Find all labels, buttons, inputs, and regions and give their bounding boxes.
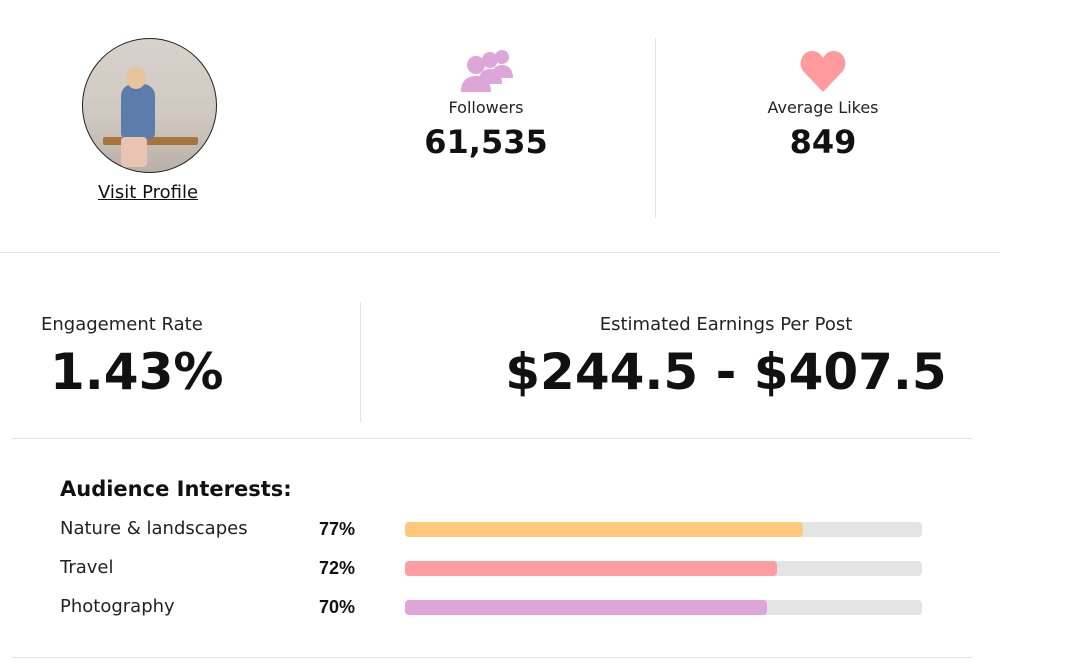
earnings-value: $244.5 - $407.5 [505, 343, 947, 401]
followers-stat: Followers 61,535 [386, 48, 586, 161]
followers-label: Followers [448, 98, 524, 117]
divider [655, 38, 656, 218]
interest-name: Nature & landscapes [60, 518, 248, 539]
visit-profile-link[interactable]: Visit Profile [98, 182, 199, 203]
avatar-head [126, 67, 146, 89]
divider [360, 302, 361, 422]
engagement-rate-label: Engagement Rate [41, 314, 203, 335]
divider [12, 438, 972, 439]
interest-bar-track [405, 600, 922, 615]
divider [12, 657, 972, 658]
users-icon [461, 50, 513, 92]
interest-percent: 77% [319, 519, 356, 539]
interest-row: Nature & landscapes 77% [60, 518, 930, 542]
earnings-label: Estimated Earnings Per Post [599, 314, 853, 335]
interest-row: Travel 72% [60, 557, 930, 581]
audience-interests-title: Audience Interests: [60, 477, 292, 501]
avatar-figure [121, 84, 155, 139]
heart-icon [800, 51, 846, 92]
interest-bar-track [405, 561, 922, 576]
avatar-legs [121, 137, 147, 167]
average-likes-stat: Average Likes 849 [723, 48, 923, 161]
interest-bar-fill [405, 561, 778, 576]
avatar-bench [103, 137, 198, 145]
profile-avatar[interactable] [82, 38, 217, 173]
followers-value: 61,535 [424, 123, 548, 161]
interest-bar-track [405, 522, 922, 537]
engagement-rate-value: 1.43% [50, 343, 224, 401]
average-likes-value: 849 [789, 123, 857, 161]
average-likes-label: Average Likes [767, 98, 879, 117]
interest-percent: 70% [319, 597, 356, 617]
interest-name: Travel [60, 557, 114, 578]
interest-name: Photography [60, 596, 175, 617]
interest-percent: 72% [319, 558, 356, 578]
divider [0, 252, 1000, 253]
interest-row: Photography 70% [60, 596, 930, 620]
interest-bar-fill [405, 600, 767, 615]
interest-bar-fill [405, 522, 804, 537]
